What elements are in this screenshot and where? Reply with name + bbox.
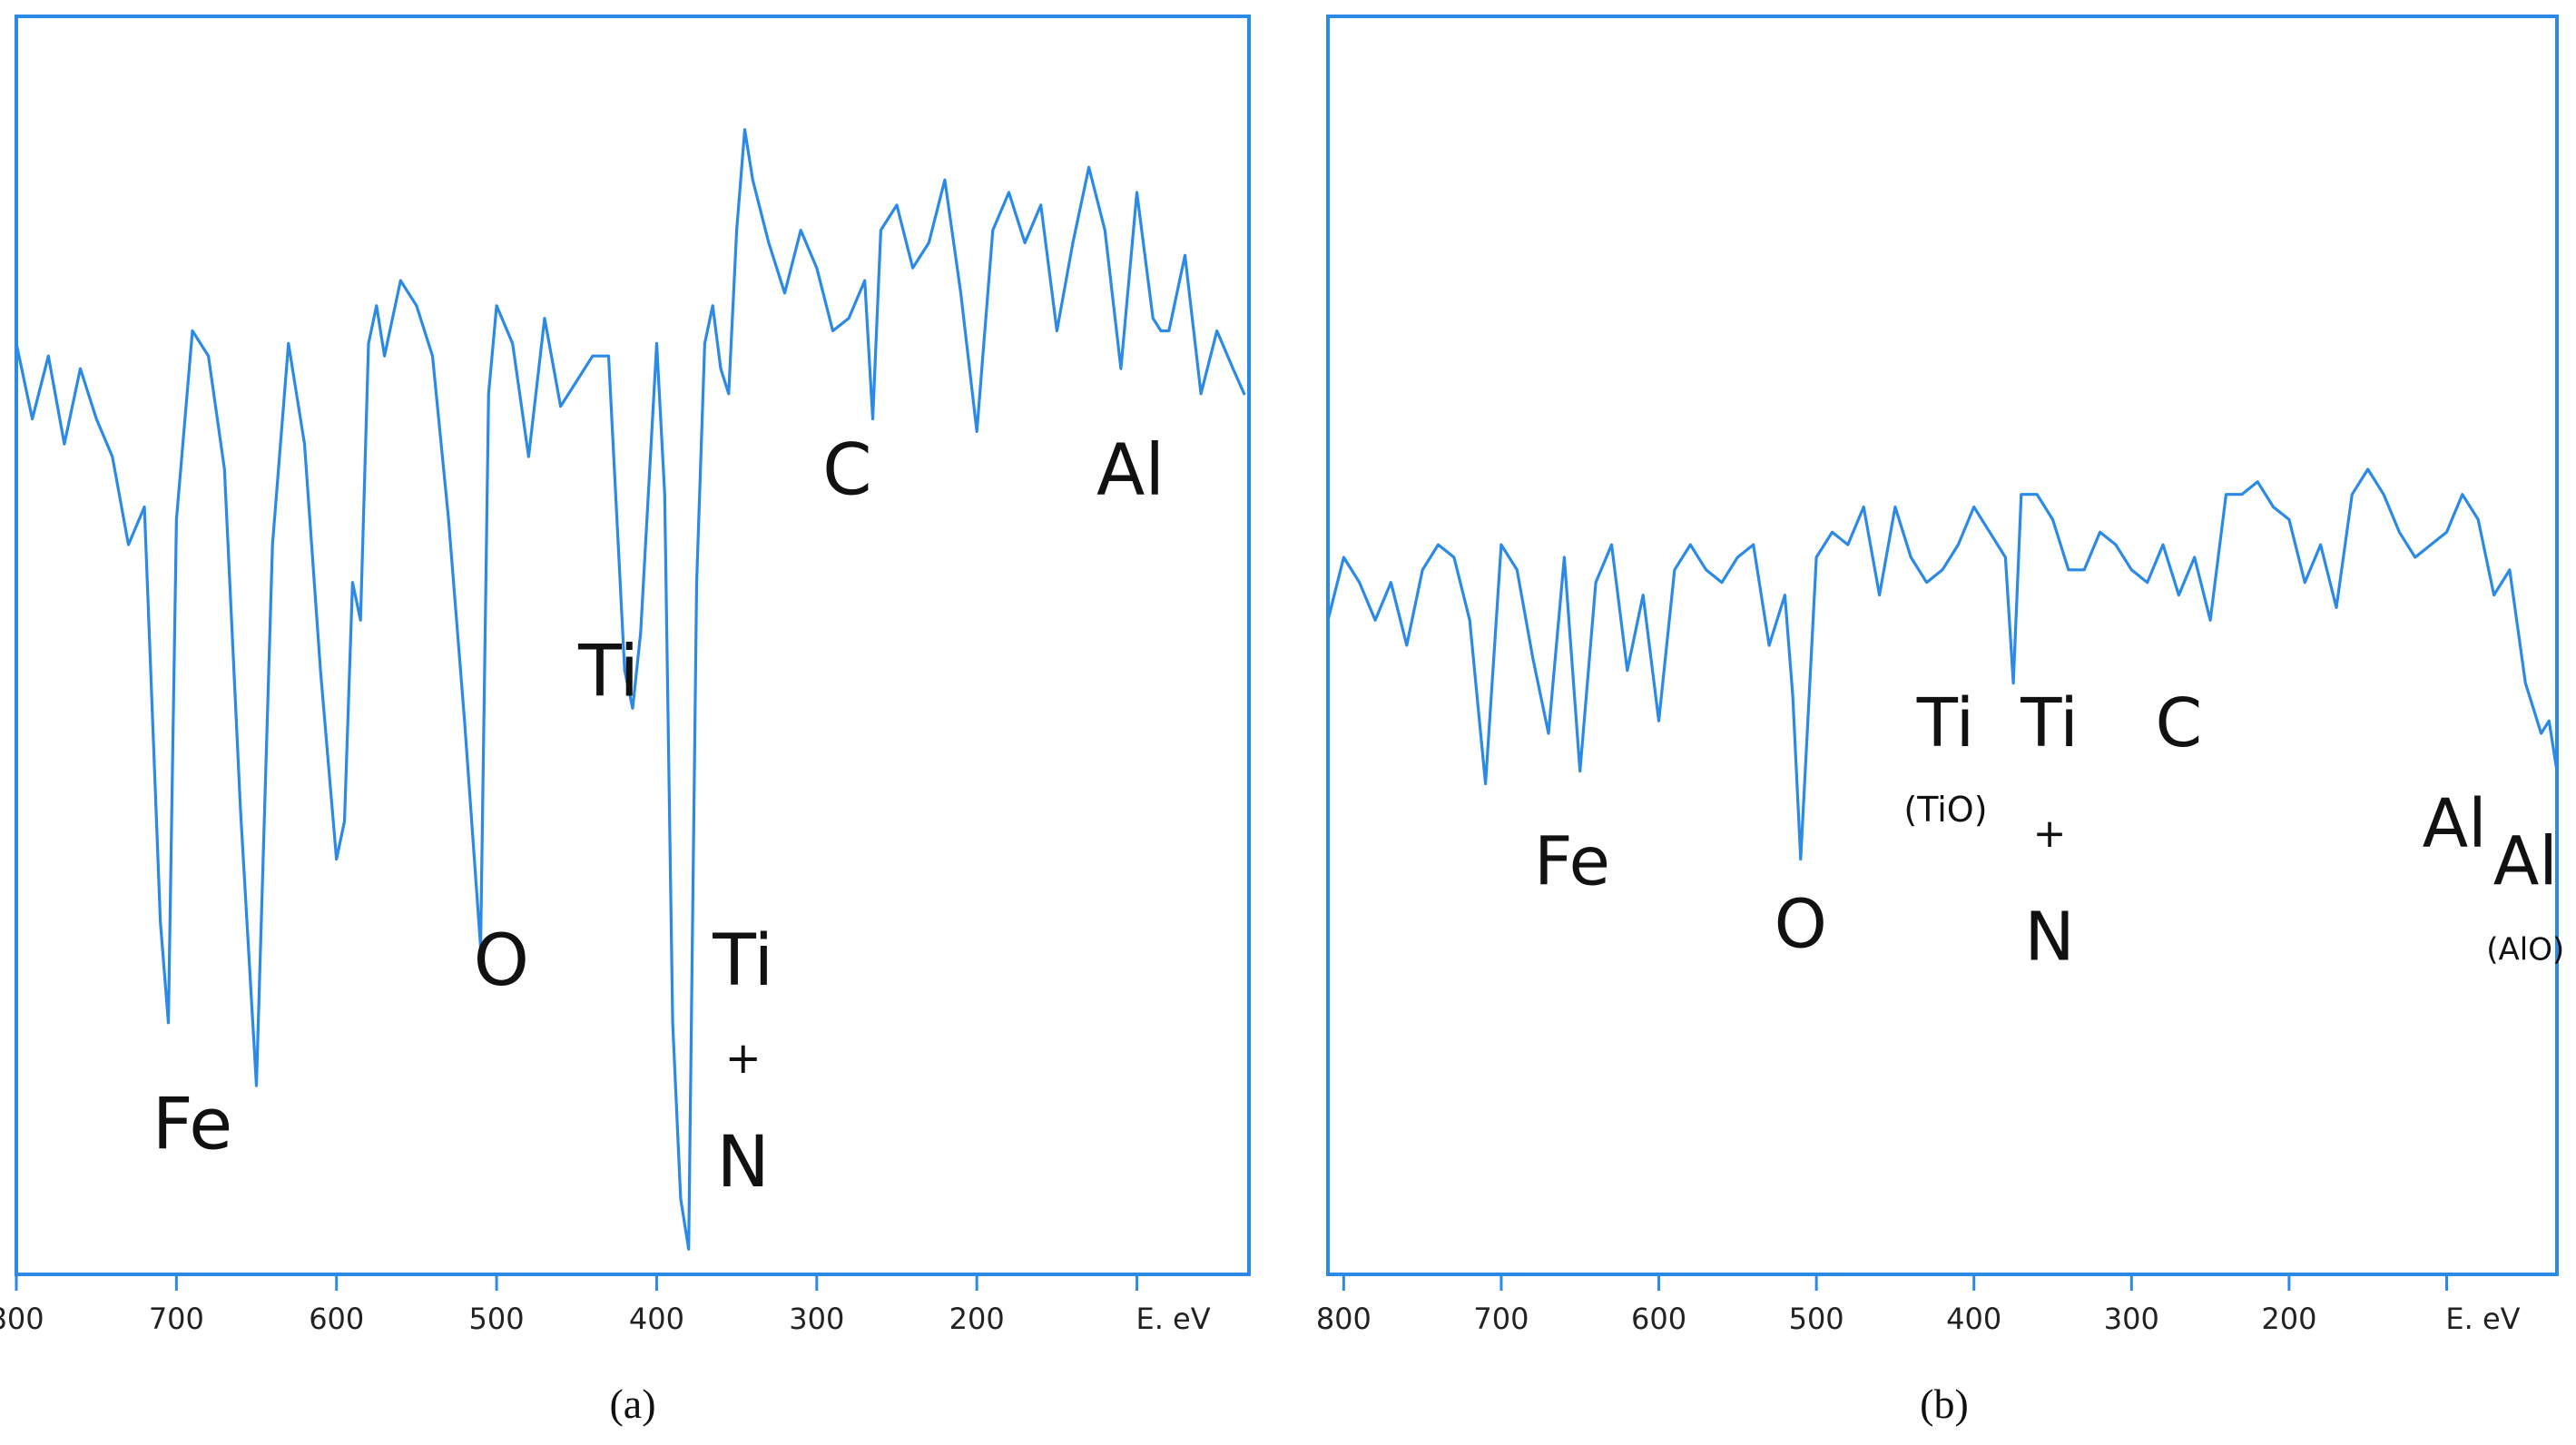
x-tick-label: 700 xyxy=(1473,1302,1529,1336)
x-unit-label: E. eV xyxy=(1136,1302,1210,1336)
x-tick-label: 200 xyxy=(949,1302,1005,1336)
peak-label-o: O xyxy=(474,920,529,1002)
x-tick-label: 300 xyxy=(789,1302,844,1336)
peak-label-plus: + xyxy=(2033,811,2067,857)
peak-label-al-1: Al xyxy=(2423,785,2487,863)
x-unit-label: E. eV xyxy=(2445,1302,2520,1336)
x-tick-label: 700 xyxy=(149,1302,204,1336)
plot-frame xyxy=(1326,15,2559,1276)
x-tick-label: 500 xyxy=(469,1302,525,1336)
peak-label-ti-1-sub: (TiO) xyxy=(1903,790,1987,830)
plot-frame xyxy=(15,15,1251,1276)
x-tick-label: 600 xyxy=(309,1302,364,1336)
peak-label-al-2: Al xyxy=(2493,822,2558,900)
peak-label-c: C xyxy=(2156,684,2203,762)
peak-label-ti-1: Ti xyxy=(577,631,639,713)
panel-caption: (b) xyxy=(1920,1381,1969,1427)
spectrum-trace xyxy=(1326,467,2559,861)
peak-label-n: N xyxy=(2024,899,2074,977)
peak-label-n: N xyxy=(717,1122,770,1204)
panel-b: 800 700 600 500 400 300 200 E. eV Fe O Ti (TiO) Ti + N… xyxy=(1316,15,2564,1427)
x-tick-label: 800 xyxy=(0,1302,44,1336)
peak-label-ti-2: Ti xyxy=(2020,684,2079,762)
spectrum-trace xyxy=(15,128,1246,1251)
peak-label-al: Al xyxy=(1096,430,1165,512)
x-tick-label: 400 xyxy=(629,1302,684,1336)
x-tick-label: 200 xyxy=(2261,1302,2316,1336)
panel-caption: (a) xyxy=(609,1381,655,1427)
peak-label-o: O xyxy=(1775,886,1827,964)
peak-label-ti-2: Ti xyxy=(712,920,773,1002)
x-tick-label: 600 xyxy=(1631,1302,1686,1336)
peak-label-ti-1: Ti xyxy=(1916,684,1975,762)
peak-label-fe: Fe xyxy=(1534,822,1610,900)
x-tick-label: 300 xyxy=(2104,1302,2159,1336)
peak-label-plus: + xyxy=(725,1033,762,1084)
x-tick-label: 800 xyxy=(1316,1302,1372,1336)
x-tick-label: 400 xyxy=(1946,1302,2001,1336)
peak-label-al-2-sub: (AlO) xyxy=(2486,932,2564,968)
panel-a: 800 700 600 500 400 300 200 E. eV Fe O Ti Ti + N C Al (a… xyxy=(0,15,1251,1427)
peak-label-fe: Fe xyxy=(152,1084,233,1165)
peak-label-c: C xyxy=(822,430,871,512)
x-tick-label: 500 xyxy=(1789,1302,1844,1336)
